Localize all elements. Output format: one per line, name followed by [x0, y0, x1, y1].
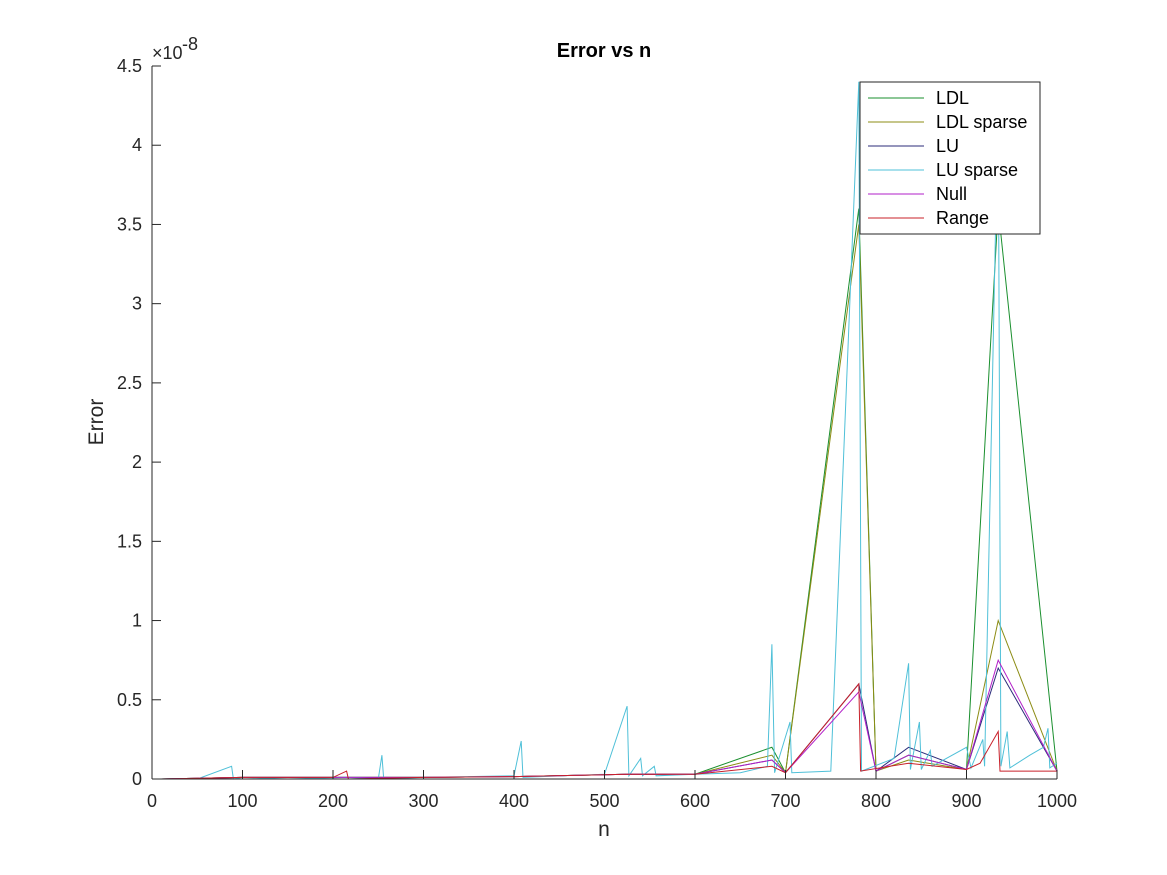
- y-tick-label: 2: [132, 452, 142, 472]
- legend-label: LU sparse: [936, 160, 1018, 180]
- x-tick-label: 0: [147, 791, 157, 811]
- y-tick-label: 0.5: [117, 690, 142, 710]
- y-exponent: ×10 -8: [152, 34, 198, 63]
- plot-area: [161, 81, 1058, 780]
- x-tick-label: 400: [499, 791, 529, 811]
- legend-label: Null: [936, 184, 967, 204]
- x-tick-label: 900: [951, 791, 981, 811]
- chart-title: Error vs n: [557, 40, 651, 62]
- x-tick-label: 200: [318, 791, 348, 811]
- legend-label: LDL sparse: [936, 112, 1027, 132]
- y-exponent-base: ×10: [152, 43, 183, 63]
- series-line-0: [161, 208, 1058, 780]
- y-tick-label: 2.5: [117, 373, 142, 393]
- y-tick-label: 4.5: [117, 56, 142, 76]
- x-tick-label: 500: [589, 791, 619, 811]
- series-line-3: [161, 81, 1058, 780]
- x-tick-label: 1000: [1037, 791, 1077, 811]
- x-tick-label: 700: [770, 791, 800, 811]
- series-line-4: [161, 658, 1058, 780]
- legend-label: LDL: [936, 88, 969, 108]
- legend: LDL LDL sparse LU LU sparse Null Range: [859, 81, 1041, 235]
- series-line-5: [161, 682, 1057, 780]
- x-tick-label: 100: [227, 791, 257, 811]
- x-axis-label: n: [598, 818, 610, 841]
- legend-label: Range: [936, 208, 989, 228]
- series-line-1: [161, 224, 1058, 780]
- y-tick-label: 4: [132, 135, 142, 155]
- x-tick-label: 300: [408, 791, 438, 811]
- y-tick-label: 1: [132, 611, 142, 631]
- x-tick-label: 600: [680, 791, 710, 811]
- y-tick-label: 1.5: [117, 531, 142, 551]
- y-tick-label: 3.5: [117, 214, 142, 234]
- axes: 0 100 200 300 400 500 600 700 800 900 1000 0 0.5 1 1.5…: [117, 56, 1077, 811]
- y-axis-label: Error: [85, 399, 108, 446]
- legend-label: LU: [936, 136, 959, 156]
- y-tick-label: 3: [132, 294, 142, 314]
- y-tick-label: 0: [132, 769, 142, 789]
- x-tick-label: 800: [861, 791, 891, 811]
- y-exponent-power: -8: [182, 34, 198, 54]
- legend-box: [859, 81, 1041, 235]
